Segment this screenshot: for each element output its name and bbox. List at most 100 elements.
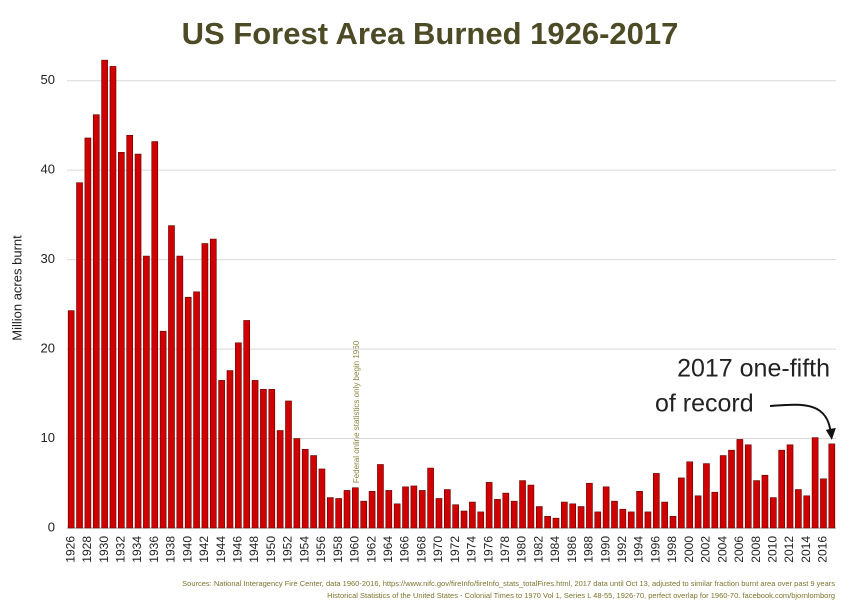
bar xyxy=(803,495,811,529)
bar xyxy=(118,151,125,529)
bar xyxy=(226,370,234,529)
bar xyxy=(686,461,694,529)
bar xyxy=(368,491,376,529)
x-tick-label: 1982 xyxy=(531,536,545,563)
x-tick-label: 2004 xyxy=(715,536,729,563)
bar xyxy=(143,255,150,529)
bar xyxy=(586,482,593,529)
bar xyxy=(820,478,827,529)
bar xyxy=(335,498,342,529)
bar xyxy=(519,480,526,529)
x-tick-label: 1954 xyxy=(297,536,311,563)
x-tick-label: 1980 xyxy=(515,536,529,563)
y-tick-label: 30 xyxy=(41,251,55,266)
bar xyxy=(594,511,602,529)
bar xyxy=(460,510,468,529)
bar xyxy=(811,437,819,529)
bar xyxy=(444,489,451,529)
bar xyxy=(235,342,242,529)
bar xyxy=(452,504,459,529)
bar xyxy=(418,490,426,529)
x-tick-label: 1946 xyxy=(231,536,245,563)
bar xyxy=(76,182,83,529)
bar xyxy=(728,449,735,529)
x-tick-label: 1976 xyxy=(481,536,495,563)
source-note: Historical Statistics of the United Stat… xyxy=(327,591,835,600)
bar xyxy=(569,503,577,529)
bar xyxy=(67,310,75,529)
bar xyxy=(402,486,409,529)
x-tick-label: 1962 xyxy=(364,536,378,563)
bar xyxy=(201,243,209,529)
x-tick-label: 2002 xyxy=(699,536,713,563)
bar xyxy=(176,255,184,529)
x-tick-label: 1992 xyxy=(615,536,629,563)
x-tick-label: 1970 xyxy=(431,536,445,563)
x-tick-label: 1930 xyxy=(97,536,111,563)
bar xyxy=(184,296,192,529)
bar xyxy=(310,455,317,529)
bar xyxy=(719,455,727,529)
bar xyxy=(360,500,368,529)
bar xyxy=(636,491,643,529)
bar xyxy=(644,511,652,529)
bar xyxy=(577,506,585,529)
bar xyxy=(326,497,334,529)
bar xyxy=(260,389,267,529)
y-tick-label: 20 xyxy=(41,341,55,356)
x-tick-label: 2000 xyxy=(682,536,696,563)
x-tick-label: 1968 xyxy=(414,536,428,563)
bar xyxy=(301,448,309,529)
y-tick-label: 50 xyxy=(41,72,55,87)
x-tick-label: 1952 xyxy=(281,536,295,563)
x-tick-label: 1936 xyxy=(147,536,161,563)
x-tick-label: 2006 xyxy=(732,536,746,563)
bar xyxy=(661,501,668,529)
x-tick-label: 2010 xyxy=(765,536,779,563)
bar xyxy=(627,511,635,529)
bar xyxy=(251,380,259,529)
bar xyxy=(527,484,535,529)
bar xyxy=(285,400,292,529)
x-tick-label: 1990 xyxy=(598,536,612,563)
x-tick-label: 1994 xyxy=(632,536,646,563)
bar xyxy=(494,499,501,529)
x-tick-label: 1998 xyxy=(665,536,679,563)
bar xyxy=(736,439,744,529)
bar xyxy=(101,59,108,529)
x-tick-label: 1926 xyxy=(63,536,77,563)
bar xyxy=(435,498,443,529)
bar xyxy=(410,485,418,529)
bar xyxy=(778,449,785,529)
x-tick-label: 1974 xyxy=(465,536,479,563)
x-tick-label: 1938 xyxy=(164,536,178,563)
bar xyxy=(243,320,251,529)
x-tick-label: 1972 xyxy=(448,536,462,563)
bar xyxy=(168,225,175,529)
bar xyxy=(318,468,326,529)
bar xyxy=(469,501,476,529)
chart-title: US Forest Area Burned 1926-2017 xyxy=(182,16,679,51)
x-tick-label: 1940 xyxy=(180,536,194,563)
x-tick-label: 1928 xyxy=(80,536,94,563)
x-tick-label: 1956 xyxy=(314,536,328,563)
annotation-arrowhead xyxy=(825,427,836,440)
bar xyxy=(561,501,568,529)
bar xyxy=(151,141,159,529)
x-tick-label: 1996 xyxy=(648,536,662,563)
bar xyxy=(552,517,560,529)
bar xyxy=(352,487,359,529)
bar xyxy=(92,114,100,529)
x-tick-label: 1958 xyxy=(331,536,345,563)
bar xyxy=(427,467,434,529)
bar xyxy=(293,438,301,529)
bar xyxy=(510,500,518,529)
bar xyxy=(619,508,627,529)
bar xyxy=(84,137,92,529)
bar xyxy=(611,500,618,529)
bar xyxy=(193,291,200,529)
bar xyxy=(134,153,142,529)
x-tick-label: 1966 xyxy=(398,536,412,563)
bar xyxy=(477,511,485,529)
